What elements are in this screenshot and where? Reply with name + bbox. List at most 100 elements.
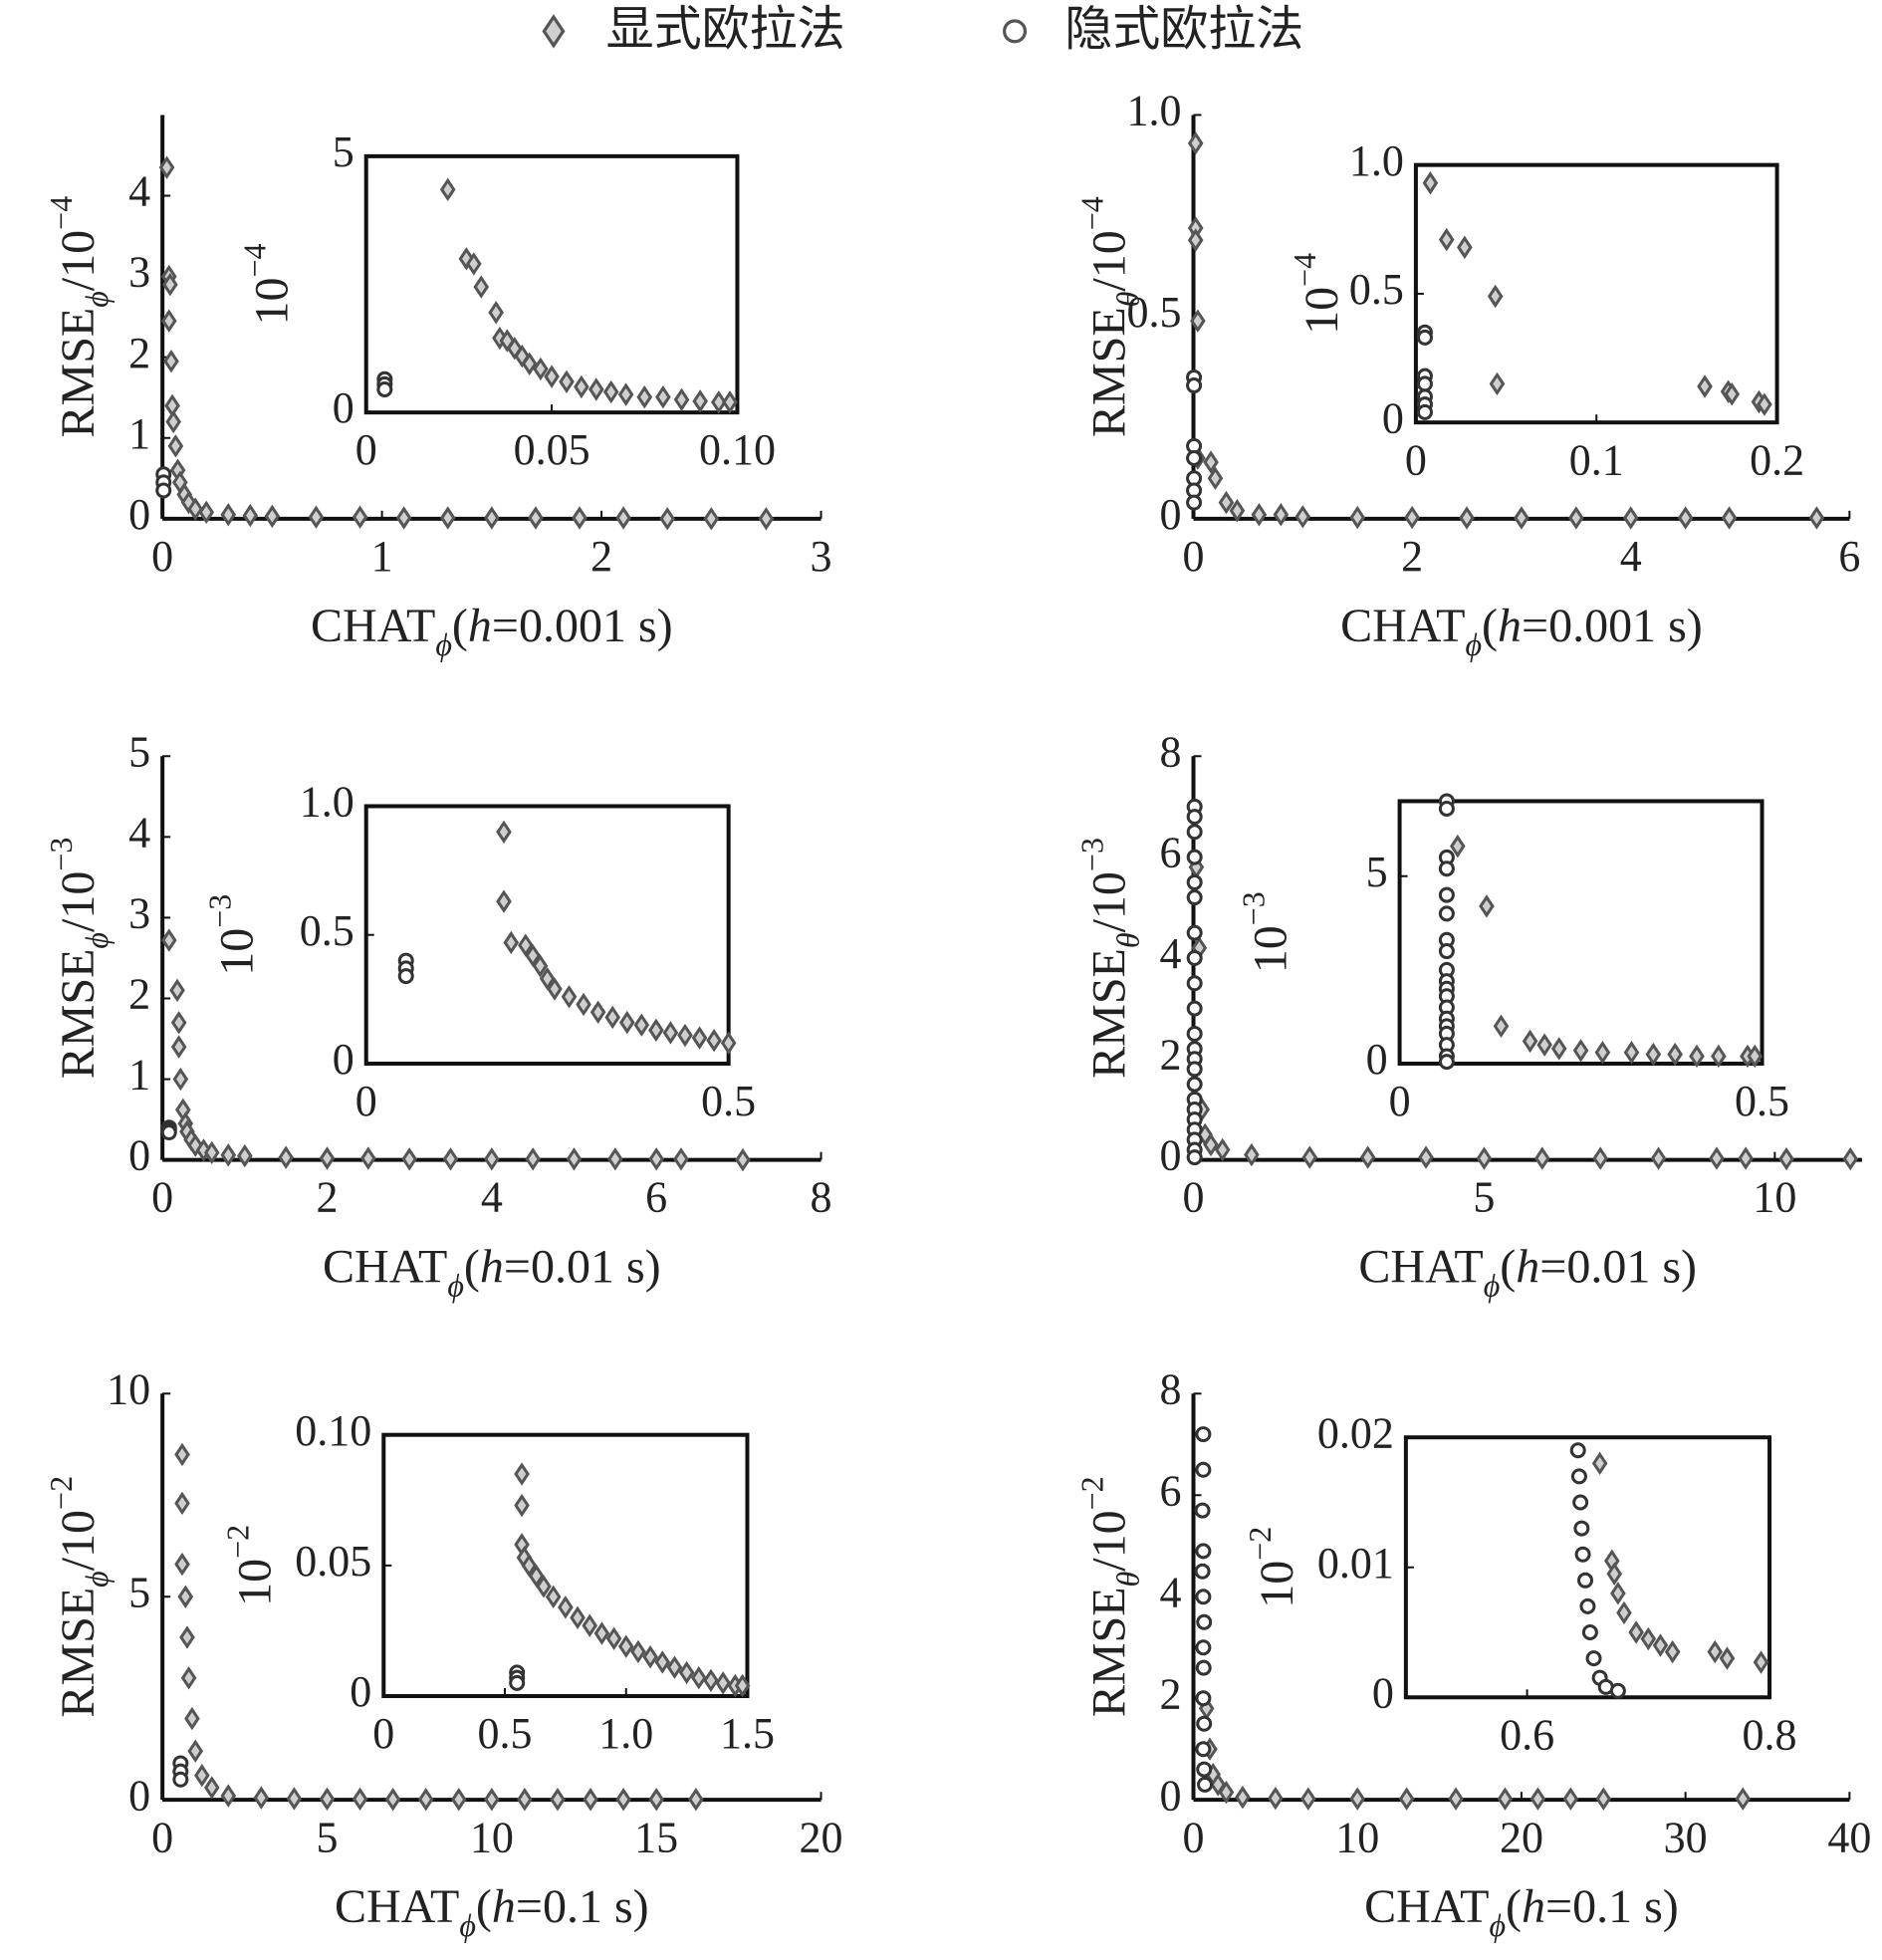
diamond-point [1616, 1600, 1632, 1625]
x-label-part: CHAT [1358, 1241, 1483, 1294]
x-label-part: h [480, 1241, 504, 1294]
y-tick-label: 0 [128, 1771, 150, 1820]
diamond-point [319, 1787, 336, 1812]
x-tick-label: 20 [1500, 1813, 1543, 1861]
diamond-point [1536, 1033, 1552, 1057]
y-label-part: /10 [1083, 1510, 1136, 1571]
diamond-point [525, 943, 541, 968]
diamond-point [1689, 1044, 1705, 1069]
diamond-point [165, 409, 181, 434]
diamond-point [1359, 1145, 1376, 1169]
diamond-point [1628, 1620, 1644, 1644]
diamond-point [533, 357, 549, 381]
diamond-point [720, 1031, 737, 1056]
circle-point [1186, 494, 1203, 511]
diamond-point [1349, 505, 1366, 530]
diamond-point [384, 1788, 401, 1812]
y-tick-label: 1.0 [1127, 87, 1182, 135]
circle-point [1186, 377, 1203, 394]
circle-point [376, 380, 393, 397]
diamond-point [1214, 1137, 1231, 1162]
x-label-part: ϕ [1465, 626, 1482, 662]
diamond-point [691, 1026, 708, 1050]
circle-point [1416, 403, 1433, 420]
y-label-part: RMSE [52, 949, 105, 1080]
circle-point [1195, 1426, 1212, 1443]
diamond-point [395, 506, 412, 530]
diamond-point [352, 505, 368, 529]
y-label-part: −2 [1074, 1476, 1110, 1510]
diamond-point [1753, 1650, 1769, 1674]
diamond-point [566, 1147, 583, 1171]
x-label-part: ( [1500, 1241, 1516, 1294]
diamond-point [439, 506, 456, 530]
x-tick-label: 5 [1473, 1173, 1495, 1222]
circle-point [1438, 943, 1455, 960]
diamond-point [633, 1013, 650, 1037]
y-tick-label: 5 [128, 1568, 150, 1616]
diamond-point [496, 820, 512, 845]
diamond-point [1300, 1787, 1316, 1811]
x-tick-label: 6 [1838, 532, 1860, 581]
diamond-point [589, 1000, 606, 1024]
diamond-point [1808, 506, 1825, 530]
y-tick-label: 0.5 [300, 906, 354, 955]
diamond-point [673, 1147, 689, 1171]
circle-point [397, 968, 414, 985]
circle-point [1416, 329, 1433, 346]
diamond-point [170, 1011, 187, 1035]
inset-label-part: 10 [228, 1559, 281, 1606]
diamond-point [1738, 1146, 1754, 1170]
diamond-point [1251, 503, 1268, 527]
diamond-point [1664, 1639, 1681, 1664]
circle-point [1186, 889, 1203, 906]
diamond-point [544, 365, 560, 388]
diamond-point [174, 1552, 190, 1577]
diamond-point [179, 1625, 195, 1649]
y-tick-label: 0.05 [295, 1537, 371, 1586]
inset-label-part: −3 [1236, 891, 1272, 925]
diamond-point [1229, 499, 1246, 523]
x-label-part: =0.001 s) [492, 600, 673, 652]
x-label-part: ( [452, 600, 468, 652]
diamond-point [561, 985, 578, 1009]
x-label-part: =0.1 s) [516, 1880, 649, 1933]
circle-point [1196, 1761, 1213, 1778]
x-label-part: ϕ [435, 626, 452, 662]
diamond-point [170, 1035, 187, 1059]
x-tick-label: 8 [811, 1173, 832, 1222]
circle-point [1186, 975, 1203, 992]
diamond-point [542, 14, 566, 49]
inset-label-part: 10 [1251, 1561, 1303, 1608]
y-label-part: −3 [1074, 838, 1110, 871]
x-label-part: =0.001 s) [1522, 600, 1703, 652]
y-tick-label: 0 [128, 1131, 150, 1180]
circle-point [1585, 1650, 1602, 1667]
diamond-point [521, 352, 538, 375]
x-axis-label: CHATϕ(h=0.001 s) [1340, 600, 1703, 662]
diamond-point [550, 1788, 566, 1812]
diamond-point [1448, 1787, 1464, 1811]
diamond-point [722, 390, 738, 414]
diamond-point [528, 506, 544, 530]
diamond-point [1479, 894, 1495, 918]
y-label-part: −3 [43, 838, 79, 871]
diamond-point [1667, 1042, 1683, 1067]
y-tick-label: 2 [1160, 1030, 1182, 1079]
y-tick-label: 0 [1382, 393, 1404, 442]
y-tick-label: 0 [1160, 490, 1182, 539]
diamond-point [710, 390, 727, 414]
y-label-part: RMSE [1083, 307, 1136, 437]
x-tick-label: 1.0 [598, 1709, 653, 1758]
diamond-point [559, 369, 575, 393]
y-label-part: RMSE [52, 1588, 105, 1718]
diamond-point [360, 1146, 376, 1170]
diamond-point [1735, 1787, 1752, 1811]
y-label-part: θ [1110, 292, 1146, 308]
legend-label: 隐式欧拉法 [1064, 3, 1303, 56]
diamond-point [1522, 1029, 1538, 1054]
y-tick-label: 5 [333, 127, 354, 176]
y-tick-label: 6 [1160, 1466, 1182, 1515]
diamond-point [1349, 1787, 1366, 1811]
diamond-point [1235, 1785, 1251, 1810]
